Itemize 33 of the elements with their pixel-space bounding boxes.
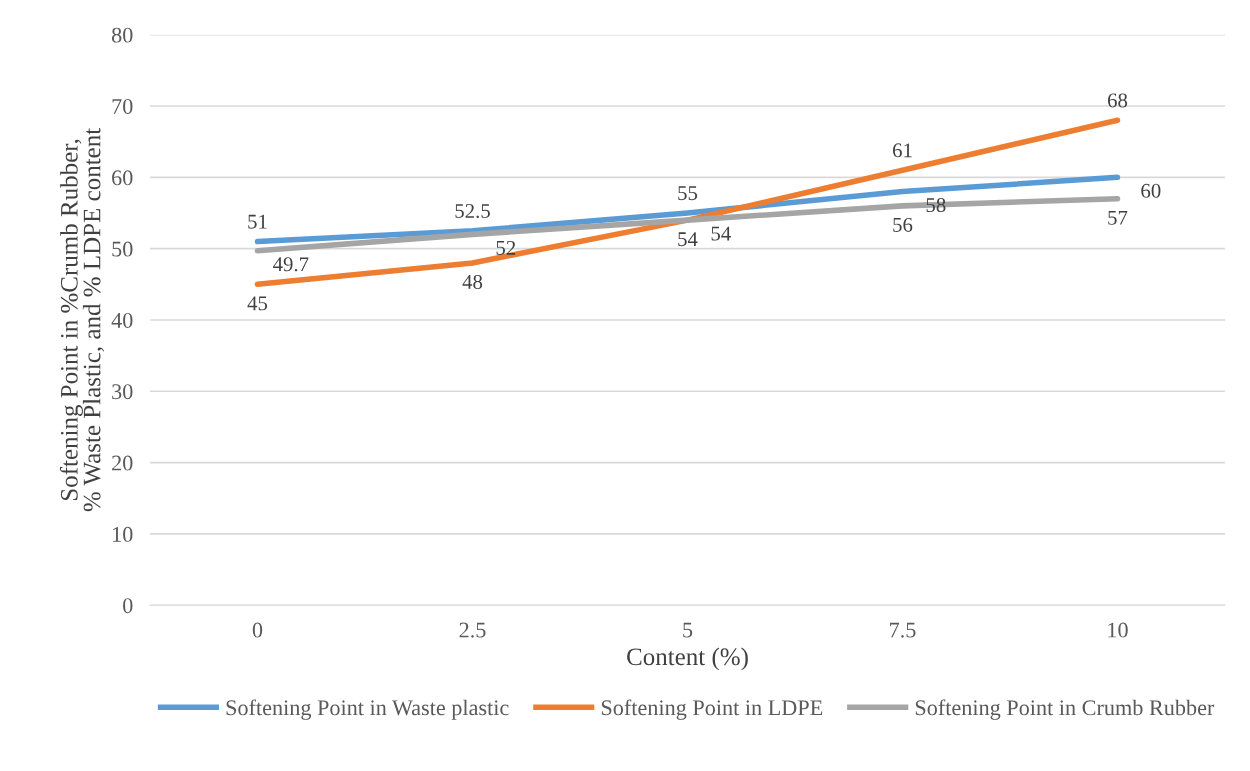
- data-label: 56: [893, 217, 913, 232]
- y-tick-label: 80: [111, 27, 133, 43]
- data-label: 60: [1141, 183, 1161, 198]
- data-label: 54: [711, 226, 731, 241]
- data-label: 45: [247, 296, 268, 311]
- data-label: 54: [678, 232, 698, 247]
- x-axis-title: Content (%): [627, 647, 748, 671]
- y-tick-label: 70: [112, 98, 133, 114]
- x-tick-label: 0: [252, 622, 263, 638]
- y-tick-label: 10: [113, 526, 133, 542]
- y-tick-label: 40: [111, 312, 133, 328]
- y-tick-label: 0: [123, 598, 133, 614]
- legend-label: Softening Point in Waste plastic: [226, 699, 509, 720]
- y-axis-title: Softening Point in %Crumb Rubber, % Waste Plastic, and % LDPE content: [59, 127, 105, 512]
- legend-label: Softening Point in Crumb Rubber: [915, 699, 1215, 720]
- data-label: 51: [248, 214, 267, 229]
- legend-label: Softening Point in LDPE: [601, 699, 823, 720]
- x-tick-label: 10: [1108, 622, 1128, 638]
- y-tick-label: 60: [112, 170, 133, 186]
- data-label: 68: [1107, 93, 1128, 108]
- y-tick-label: 20: [112, 455, 133, 471]
- data-label: 52.5: [455, 203, 490, 219]
- x-tick-label: 2.5: [459, 622, 486, 638]
- y-tick-label: 30: [112, 384, 133, 400]
- y-tick-label: 50: [112, 241, 133, 257]
- data-label: 49.7: [273, 257, 309, 272]
- data-label: 52: [496, 240, 516, 255]
- x-tick-label: 5: [683, 622, 693, 638]
- x-tick-label: 7.5: [890, 622, 916, 638]
- data-label: 48: [462, 274, 483, 289]
- data-label: 61: [892, 143, 912, 158]
- data-label: 57: [1108, 210, 1128, 225]
- data-label: 55: [678, 186, 698, 201]
